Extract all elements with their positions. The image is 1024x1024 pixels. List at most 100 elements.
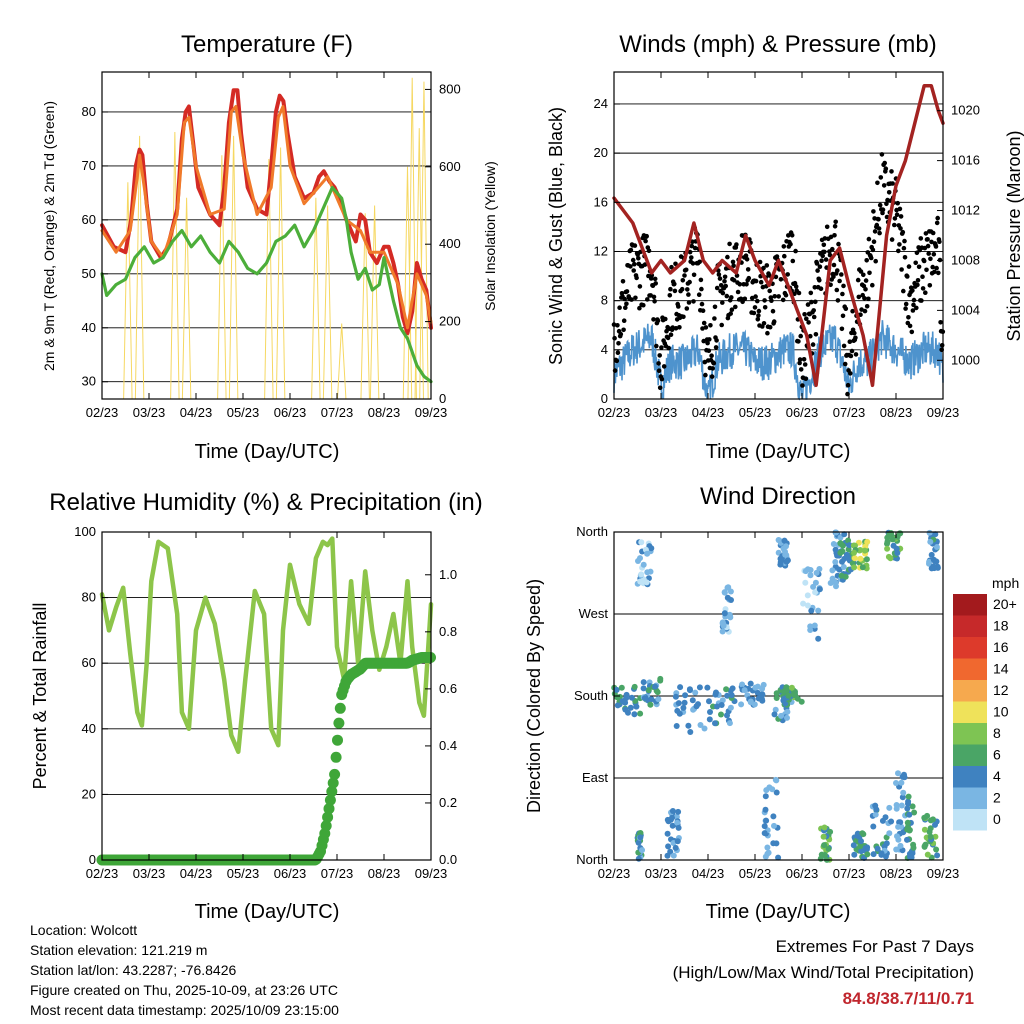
winds-gust-point: [872, 229, 878, 234]
direction-point: [674, 819, 681, 826]
winds-gust-point: [932, 269, 937, 275]
winds-ytick-label-right: 1016: [951, 153, 980, 168]
winds-gust-point: [629, 297, 634, 302]
winds-gust-point: [903, 301, 909, 307]
direction-point: [728, 692, 735, 699]
winds-gust-point: [797, 357, 803, 362]
winds-gust-point: [823, 257, 829, 262]
direction-point: [654, 689, 661, 696]
direction-point: [739, 681, 746, 688]
winds-gust-point: [773, 274, 779, 280]
direction-point: [696, 684, 703, 691]
direction-point: [911, 809, 918, 816]
winds-gust-point: [644, 233, 649, 239]
winds-gust-point: [819, 258, 824, 264]
direction-point: [729, 685, 736, 692]
direction-point: [927, 833, 934, 840]
solar-insolation-peak: [322, 205, 333, 400]
direction-point: [820, 833, 827, 840]
winds-gust-point: [651, 294, 657, 300]
winds-gust-point: [883, 166, 889, 171]
winds-gust-point: [724, 293, 730, 299]
direction-point: [927, 538, 934, 545]
direction-point: [613, 686, 620, 693]
winds-gust-point: [914, 305, 919, 311]
direction-point: [894, 550, 901, 556]
winds-gust-point: [622, 296, 627, 302]
direction-point: [816, 586, 823, 593]
direction-point: [754, 689, 761, 696]
winds-ytick-label: 4: [601, 342, 608, 357]
humidity-rainfall-point: [327, 777, 339, 789]
direction-point: [635, 855, 642, 862]
winds-gust-point: [761, 321, 767, 326]
direction-point: [827, 828, 834, 835]
winds-panel: Winds (mph) & Pressure (mb) 02/23 03/23 04…: [546, 31, 1024, 463]
direction-point: [672, 844, 679, 851]
temperature-xlabel: Time (Day/UTC): [195, 441, 340, 463]
humidity-plot-frame: [101, 531, 432, 861]
winds-xtick-label: 07/23: [833, 405, 866, 420]
direction-point: [618, 684, 625, 691]
humidity-ytick-label-right: 1.0: [439, 567, 457, 582]
winds-gust-point: [621, 318, 627, 324]
direction-point: [821, 852, 828, 858]
winds-gust-point: [624, 289, 630, 294]
winds-gust-point: [796, 339, 801, 344]
direction-point: [667, 816, 674, 823]
direction-point: [645, 687, 652, 694]
direction-point: [908, 854, 915, 861]
winds-gust-point: [881, 183, 887, 188]
direction-point: [713, 689, 719, 696]
temperature-panel: Temperature (F) 02/23 03/23 04/23 05/23 06/2…: [41, 31, 498, 463]
direction-point: [904, 819, 911, 826]
direction-point: [821, 842, 828, 849]
winds-ytick-label-right: 1008: [951, 252, 980, 267]
winds-gust-point: [762, 298, 767, 303]
winds-gust-point: [722, 279, 727, 284]
direction-point: [673, 723, 680, 729]
winds-gust-point: [616, 341, 621, 346]
direction-point: [888, 818, 895, 825]
winds-gust-point: [676, 304, 681, 309]
direction-point: [680, 704, 687, 711]
winds-gust-point: [665, 335, 671, 341]
winds-gust-point: [735, 289, 741, 295]
direction-point: [886, 830, 893, 837]
speed-legend-label: 8: [993, 725, 1001, 741]
direction-point: [898, 779, 905, 786]
humidity-rainfall-point: [334, 702, 346, 714]
winds-gust-point: [835, 268, 840, 273]
direction-point: [857, 547, 864, 553]
winds-gust-point: [861, 272, 866, 278]
direction-point: [761, 823, 768, 830]
direction-point: [638, 571, 645, 578]
winds-gust-point: [634, 275, 639, 281]
direction-point: [921, 826, 928, 833]
direction-point: [724, 712, 730, 719]
direction-point: [747, 699, 754, 706]
solar-insolation-peak: [275, 147, 286, 400]
winds-gust-point: [811, 308, 816, 313]
winds-gust-point: [687, 249, 693, 255]
direction-point: [878, 850, 885, 857]
direction-point: [637, 578, 644, 585]
solar-insolation-peak: [134, 135, 145, 400]
direction-point: [676, 710, 683, 717]
direction-point: [627, 704, 634, 711]
winds-gust-point: [812, 285, 818, 290]
winds-xtick-label: 02/23: [598, 405, 631, 420]
winds-gust-point: [818, 286, 824, 292]
winds-ylabel-right: Station Pressure (Maroon): [1004, 130, 1024, 341]
direction-point: [685, 722, 692, 729]
winds-gust-point: [691, 272, 697, 278]
direction-point: [904, 836, 910, 843]
speed-legend-label: 20+: [993, 596, 1017, 612]
direction-point: [701, 725, 708, 732]
winds-gust-point: [716, 272, 722, 277]
winds-gust-point: [874, 222, 880, 228]
direction-point: [904, 805, 911, 812]
winds-gust-point: [834, 287, 840, 293]
direction-point: [921, 814, 928, 821]
